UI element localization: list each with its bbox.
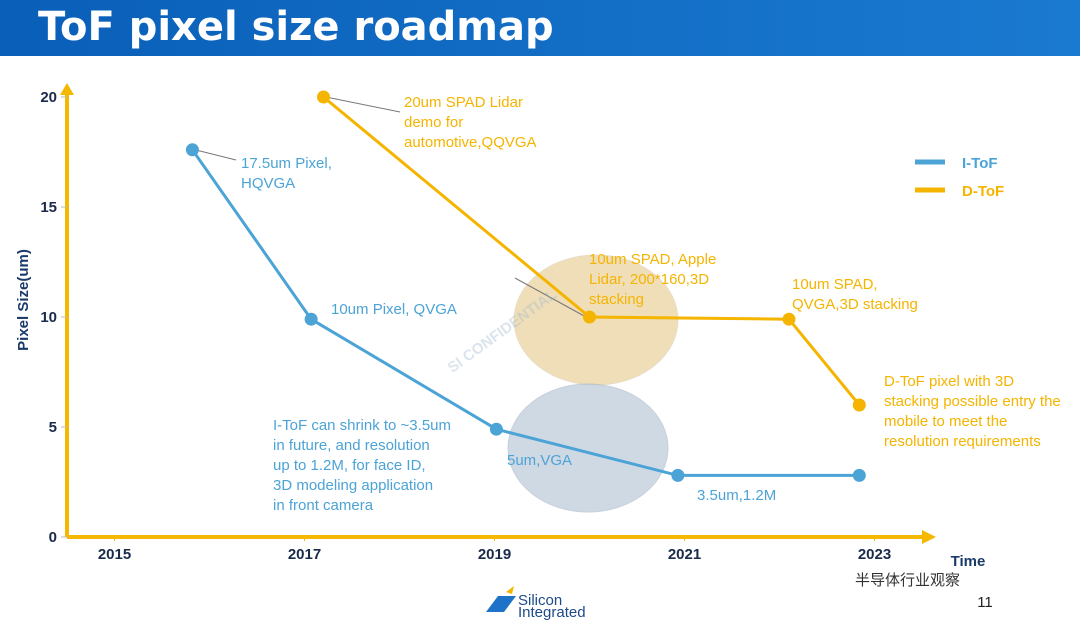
annotation: 10um Pixel, QVGA xyxy=(331,301,457,318)
data-point xyxy=(304,312,318,326)
annotation: 20um SPAD Lidar xyxy=(404,94,523,111)
data-point xyxy=(671,468,685,482)
data-point xyxy=(852,398,866,412)
x-tick-label: 2019 xyxy=(478,546,511,563)
header-bar xyxy=(0,0,1080,56)
data-point xyxy=(317,90,330,104)
source-label: 半导体行业观察 xyxy=(855,571,960,589)
y-tick-label: 0 xyxy=(49,529,57,546)
data-point xyxy=(583,310,596,324)
annotation: QVGA,3D stacking xyxy=(792,296,918,313)
annotation: 3D modeling application xyxy=(273,477,433,494)
slide-title: ToF pixel size roadmap xyxy=(38,4,554,50)
annotation: automotive,QQVGA xyxy=(404,134,537,151)
x-tick-label: 2017 xyxy=(288,546,321,563)
annotation: stacking xyxy=(589,291,644,308)
annotation: mobile to meet the xyxy=(884,413,1007,430)
annotation: D-ToF pixel with 3D xyxy=(884,373,1014,390)
annotation: Lidar, 200*160,3D xyxy=(589,271,709,288)
annotation: 5um,VGA xyxy=(507,452,572,469)
highlight-ellipse xyxy=(507,383,669,513)
page-number: 11 xyxy=(977,594,993,611)
annotation: resolution requirements xyxy=(884,433,1041,450)
annotation: 17.5um Pixel, xyxy=(241,155,332,172)
annotation: 3.5um,1.2M xyxy=(697,487,776,504)
data-point xyxy=(185,143,199,157)
data-point xyxy=(489,422,503,436)
data-point xyxy=(852,468,866,482)
annotation: stacking possible entry the xyxy=(884,393,1061,410)
x-tick-label: 2015 xyxy=(98,546,131,563)
x-axis-title: Time xyxy=(951,553,986,570)
legend-label: I-ToF xyxy=(962,155,998,172)
annotation: up to 1.2M, for face ID, xyxy=(273,457,426,474)
y-tick-label: 5 xyxy=(49,419,57,436)
annotation: 10um SPAD, xyxy=(792,276,878,293)
logo-text: Silicon xyxy=(518,592,562,609)
leader-line xyxy=(325,96,401,113)
y-tick-label: 10 xyxy=(40,309,57,326)
y-axis-title: Pixel Size(um) xyxy=(15,249,32,351)
annotation: 10um SPAD, Apple xyxy=(589,251,716,268)
series-line xyxy=(322,95,861,406)
x-tick-label: 2021 xyxy=(668,546,701,563)
x-tick-label: 2023 xyxy=(858,546,891,563)
y-tick-label: 20 xyxy=(40,89,57,106)
logo-text: Integrated xyxy=(518,604,586,621)
annotation: in front camera xyxy=(273,497,374,514)
data-point xyxy=(782,312,796,326)
annotation: HQVGA xyxy=(241,175,295,192)
legend-label: D-ToF xyxy=(962,183,1004,200)
y-tick-label: 15 xyxy=(40,199,57,216)
logo-mark xyxy=(506,586,514,594)
axis-arrow xyxy=(922,530,936,544)
leader-line xyxy=(514,277,587,318)
annotation: demo for xyxy=(404,114,463,131)
leader-line xyxy=(191,148,237,161)
axis-arrow xyxy=(60,83,74,95)
logo-mark xyxy=(486,596,516,612)
annotation: in future, and resolution xyxy=(273,437,430,454)
annotation: I-ToF can shrink to ~3.5um xyxy=(273,417,451,434)
